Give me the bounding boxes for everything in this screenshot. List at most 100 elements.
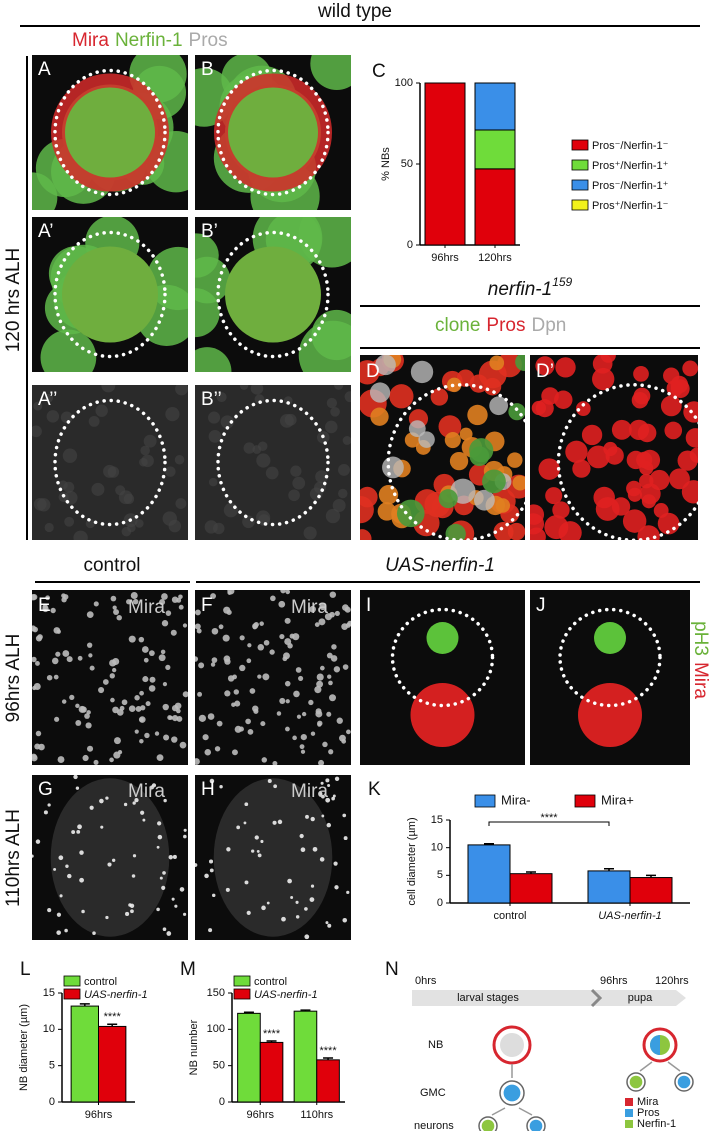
micrograph xyxy=(360,355,525,540)
bar xyxy=(424,82,466,246)
legend-label: UAS-nerfin-1 xyxy=(254,989,318,1001)
cell xyxy=(211,627,219,635)
cell xyxy=(660,395,682,417)
y-tick-label: 10 xyxy=(43,1023,55,1035)
cell xyxy=(315,710,323,718)
cell xyxy=(284,680,291,687)
cell xyxy=(73,530,88,540)
cell xyxy=(162,682,168,687)
error-bar xyxy=(484,843,494,845)
cell xyxy=(219,785,223,789)
cell xyxy=(225,84,321,181)
cell xyxy=(325,778,330,783)
cell xyxy=(198,714,207,722)
cell xyxy=(149,676,156,683)
cell xyxy=(113,737,121,745)
cell xyxy=(64,928,68,933)
bar xyxy=(467,844,511,904)
cell xyxy=(256,453,271,468)
cell xyxy=(285,699,290,704)
cell xyxy=(211,657,218,663)
cell xyxy=(98,687,105,694)
cell xyxy=(42,604,48,610)
cell xyxy=(154,731,160,736)
y-tick-label: 100 xyxy=(395,77,413,89)
cell xyxy=(246,910,251,915)
bar xyxy=(629,877,673,904)
cell xyxy=(165,664,171,671)
cell xyxy=(207,713,215,720)
cell xyxy=(300,734,307,741)
cell xyxy=(171,736,178,743)
cell xyxy=(112,657,120,666)
cell xyxy=(321,814,325,818)
cell xyxy=(342,664,349,670)
x-tick-label: 96hrs xyxy=(246,1109,274,1121)
cell xyxy=(529,1119,543,1131)
cell xyxy=(261,757,268,763)
cell xyxy=(377,502,397,521)
legend-label: Pros⁻/Nerfin-1⁺ xyxy=(592,180,669,192)
cell xyxy=(689,447,698,463)
cell xyxy=(57,756,65,763)
panel-letter: N xyxy=(385,959,399,980)
row-label: 120 hrs ALH xyxy=(3,248,24,353)
cell xyxy=(331,796,335,801)
cell xyxy=(159,599,166,606)
micrograph xyxy=(360,590,525,765)
micrograph xyxy=(195,55,351,210)
cell xyxy=(93,601,99,607)
row-label: 110hrs ALH xyxy=(3,809,24,907)
cell xyxy=(183,834,187,839)
error-bar xyxy=(266,1040,277,1043)
cell xyxy=(593,486,615,509)
condition: UAS-nerfin-1 xyxy=(385,555,495,576)
x-tick-label: UAS-nerfin-1 xyxy=(598,910,662,922)
cell xyxy=(143,434,157,448)
cell xyxy=(40,329,97,372)
bar xyxy=(587,870,631,904)
cell xyxy=(489,355,505,371)
cell xyxy=(250,385,264,395)
cell xyxy=(328,749,334,755)
cell xyxy=(165,466,176,477)
cell xyxy=(247,729,254,735)
cell xyxy=(483,377,502,396)
cell xyxy=(683,401,698,423)
cell xyxy=(558,521,582,540)
cell xyxy=(157,821,162,826)
cell xyxy=(288,489,300,502)
cell xyxy=(682,360,698,377)
cell xyxy=(227,590,232,595)
legend-label: Pros⁺/Nerfin-1⁻ xyxy=(592,200,669,212)
superscript: 159 xyxy=(552,275,572,289)
cell xyxy=(67,873,72,879)
cell xyxy=(142,818,146,822)
bar xyxy=(293,1010,318,1103)
bar xyxy=(474,129,516,170)
y-axis-label: NB diameter (µm) xyxy=(18,1004,30,1091)
y-tick-label: 15 xyxy=(431,814,443,826)
cell xyxy=(278,600,286,608)
error-bar xyxy=(526,871,536,874)
legend-label: Mira+ xyxy=(601,792,634,807)
cell xyxy=(339,734,346,742)
cell xyxy=(174,702,182,710)
cell xyxy=(378,485,399,505)
row-label: 96hrs ALH xyxy=(3,634,24,723)
legend-swatch xyxy=(625,1098,633,1106)
cell xyxy=(292,735,297,741)
cell xyxy=(318,759,325,765)
x-tick-label: control xyxy=(493,910,526,922)
cell xyxy=(295,900,299,904)
cell xyxy=(53,867,57,871)
cell xyxy=(225,887,230,892)
cell xyxy=(139,738,144,744)
cell xyxy=(132,854,137,858)
bar xyxy=(98,1025,127,1103)
cell xyxy=(319,857,325,862)
panel-letter: A’’ xyxy=(38,389,57,410)
cell xyxy=(512,475,525,491)
cell xyxy=(223,606,231,614)
